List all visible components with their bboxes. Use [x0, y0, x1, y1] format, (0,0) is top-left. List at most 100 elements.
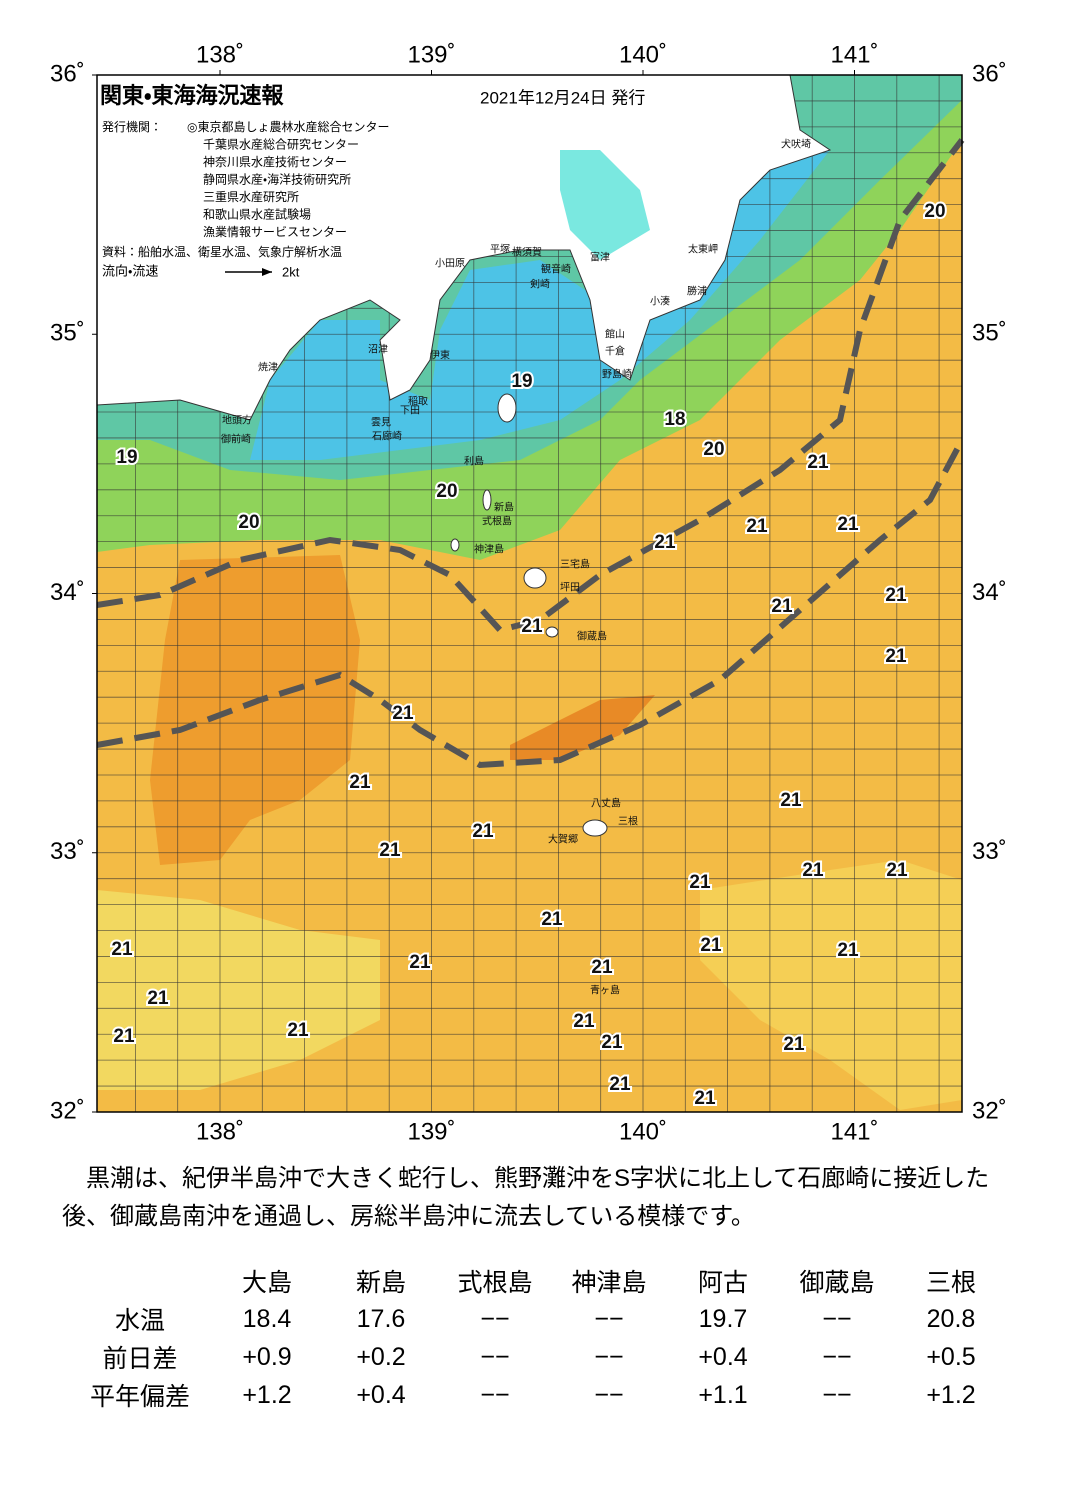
column-header: 大島: [241, 1269, 292, 1297]
temperature-label: 21: [287, 1020, 309, 1041]
lon-tick-label: 139˚: [407, 41, 455, 68]
place-name: 観音崎: [541, 263, 571, 276]
table-cell: +1.2: [242, 1380, 292, 1409]
place-name: 御蔵島: [577, 630, 607, 643]
temperature-label: 21: [654, 532, 676, 553]
place-name: 太東岬: [688, 243, 718, 256]
temperature-label: 21: [573, 1011, 595, 1032]
lon-tick-label: 140˚: [619, 41, 667, 68]
place-name: 利島: [464, 455, 484, 468]
island: [523, 567, 547, 589]
temperature-label: 21: [521, 616, 543, 637]
temperature-label: 21: [700, 935, 722, 956]
place-name: 地頭方: [222, 414, 252, 427]
issuer: 千葉県水産総合研究センター: [203, 137, 359, 152]
place-name: 三根: [618, 815, 638, 828]
issuer: ◎東京都島しょ農林水産総合センター: [187, 119, 389, 134]
issuer: 和歌山県水産試験場: [203, 207, 311, 222]
temperature-label: 21: [392, 703, 414, 724]
temperature-label: 21: [349, 772, 371, 793]
place-name: 館山: [605, 328, 625, 341]
lon-tick-label: 138˚: [196, 41, 244, 68]
table-row: 平年偏差 +1.2 +0.4 −− −− +1.1 −− +1.2: [70, 1376, 1008, 1414]
place-name: 小田原: [435, 258, 465, 270]
temperature-label: 21: [783, 1034, 805, 1055]
temperature-label: 20: [238, 512, 259, 533]
lat-tick-label: 34˚: [972, 579, 1007, 606]
lon-tick-label: 139˚: [407, 1118, 455, 1145]
table-cell: −−: [594, 1342, 624, 1371]
lon-tick-label: 141˚: [830, 41, 878, 68]
corner-cell: [70, 1262, 210, 1300]
temperature-label: 21: [780, 790, 802, 811]
place-name: 神津島: [474, 543, 504, 556]
place-name: 稲取: [408, 396, 428, 408]
temperature-label: 21: [379, 840, 401, 861]
place-name: 御前崎: [221, 433, 251, 446]
ocean-map: 関東・東海海況速報 2021年12月24日 発行 発行機関： ◎東京都島しょ農林…: [50, 41, 1007, 1145]
table-cell: 18.4: [242, 1304, 292, 1333]
table-cell: +0.5: [926, 1342, 976, 1371]
table-cell: +1.1: [698, 1380, 748, 1409]
island: [545, 626, 559, 638]
place-name: 平塚: [490, 244, 510, 256]
issuer: 三重県水産研究所: [203, 190, 299, 204]
temperature-label: 21: [472, 821, 494, 842]
place-name: 青ヶ島: [590, 984, 620, 997]
legend-arrowhead: [262, 268, 272, 276]
issuer: 漁業情報サービスセンター: [203, 225, 347, 239]
table-cell: −−: [480, 1380, 510, 1409]
temperature-label: 21: [689, 872, 711, 893]
temperature-label: 21: [609, 1074, 631, 1095]
temperature-label: 21: [601, 1032, 623, 1053]
lat-tick-label: 33˚: [972, 838, 1007, 865]
table-cell: +0.9: [242, 1342, 292, 1371]
temperature-label: 21: [113, 1026, 135, 1047]
place-name: 野島崎: [602, 368, 632, 381]
table-row: 前日差 +0.9 +0.2 −− −− +0.4 −− +0.5: [70, 1338, 1008, 1376]
sea-cold: [250, 150, 830, 460]
island: [582, 819, 608, 837]
place-name: 雲見: [371, 417, 391, 429]
lon-tick-label: 141˚: [830, 1118, 878, 1145]
place-name: 伊東: [430, 349, 450, 362]
tokyo-bay: [560, 150, 650, 260]
lat-tick-label: 34˚: [50, 579, 85, 606]
table-cell: −−: [594, 1380, 624, 1409]
row-label: 水温: [114, 1307, 165, 1335]
table-cell: −−: [480, 1342, 510, 1371]
row-label: 前日差: [102, 1345, 178, 1373]
warm-core: [150, 555, 360, 865]
column-header: 新島: [355, 1269, 406, 1297]
column-header: 神津島: [571, 1269, 647, 1297]
column-header: 阿古: [697, 1269, 748, 1297]
place-name: 八丈島: [591, 797, 621, 810]
column-header: 三根: [925, 1269, 976, 1297]
issuer: 静岡県水産・海洋技術研究所: [203, 172, 351, 187]
temperature-label: 19: [116, 447, 137, 468]
table-cell: −−: [594, 1304, 624, 1333]
lon-tick-label: 140˚: [619, 1118, 667, 1145]
temperature-label: 21: [886, 860, 908, 881]
temperature-label: 21: [837, 514, 859, 535]
temperature-label: 21: [111, 939, 133, 960]
table-cell: +0.2: [356, 1342, 406, 1371]
temperature-label: 21: [541, 909, 563, 930]
temperature-label: 19: [511, 371, 532, 392]
temperature-label: 21: [807, 452, 829, 473]
legend-label: 流向・流速: [102, 263, 158, 278]
issuer: 神奈川県水産技術センター: [203, 154, 347, 169]
island: [497, 393, 517, 423]
table-cell: +1.2: [926, 1380, 976, 1409]
kuroshio-edge: [96, 438, 965, 769]
temperature-label: 21: [591, 957, 613, 978]
place-name: 剣崎: [530, 278, 550, 291]
table-cell: 17.6: [356, 1304, 406, 1333]
temperature-label: 21: [147, 988, 169, 1009]
warm-patch: [510, 695, 655, 760]
place-name: 勝浦: [687, 285, 707, 298]
source: 資料：船舶水温、衛星水温、気象庁解析水温: [102, 244, 342, 259]
table-cell: +0.4: [356, 1380, 406, 1409]
lat-tick-label: 36˚: [50, 60, 85, 87]
